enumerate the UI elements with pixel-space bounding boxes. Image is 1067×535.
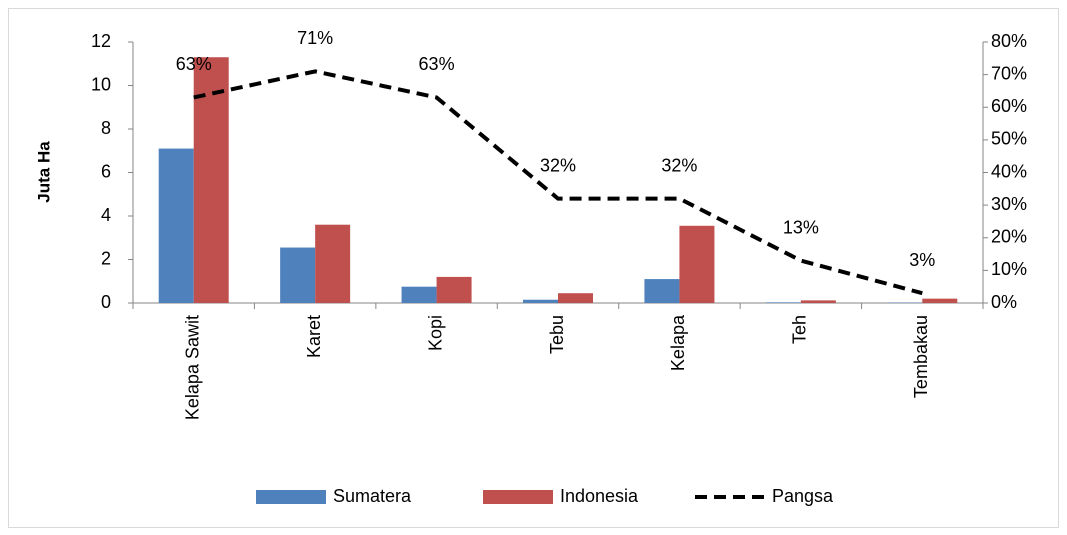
y-tick-label: 10 — [91, 74, 111, 94]
y2-tick-label: 60% — [991, 96, 1027, 116]
x-tick-label: Teh — [790, 315, 810, 344]
legend-swatch — [483, 490, 553, 504]
y2-tick-label: 70% — [991, 63, 1027, 83]
x-tick-label: Kelapa — [668, 314, 688, 371]
data-label: 63% — [176, 54, 212, 74]
y2-tick-label: 40% — [991, 161, 1027, 181]
legend-swatch — [256, 490, 326, 504]
chart-border — [8, 8, 1059, 528]
bar — [558, 293, 593, 303]
data-label: 71% — [297, 28, 333, 48]
y-tick-label: 8 — [101, 118, 111, 138]
y-tick-label: 0 — [101, 292, 111, 312]
y2-tick-label: 10% — [991, 259, 1027, 279]
x-tick-label: Kelapa Sawit — [182, 315, 202, 420]
y2-tick-label: 30% — [991, 194, 1027, 214]
bar — [193, 57, 229, 303]
bar — [401, 286, 437, 303]
bar — [158, 148, 194, 303]
x-tick-label: Tembakau — [911, 315, 931, 398]
bar — [523, 299, 558, 303]
legend-label: Indonesia — [560, 486, 639, 506]
y-axis-label: Juta Ha — [34, 141, 53, 203]
legend-label: Pangsa — [772, 486, 834, 506]
x-tick-label: Karet — [304, 315, 324, 358]
y2-tick-label: 50% — [991, 129, 1027, 149]
y2-tick-label: 0% — [991, 292, 1017, 312]
data-label: 3% — [909, 250, 935, 270]
x-tick-label: Tebu — [547, 315, 567, 354]
data-label: 13% — [783, 217, 819, 237]
bar — [765, 302, 801, 303]
bar — [644, 279, 680, 303]
y-tick-label: 4 — [101, 205, 111, 225]
y-tick-label: 12 — [91, 31, 111, 51]
bar — [679, 225, 715, 303]
data-label: 63% — [419, 54, 455, 74]
y2-tick-label: 80% — [991, 31, 1027, 51]
bar — [436, 276, 472, 303]
y2-tick-label: 20% — [991, 227, 1027, 247]
bar — [315, 224, 351, 303]
legend-label: Sumatera — [333, 486, 412, 506]
data-label: 32% — [540, 155, 576, 175]
data-label: 32% — [661, 155, 697, 175]
bar — [922, 298, 958, 303]
x-tick-label: Kopi — [425, 315, 445, 351]
bar — [280, 247, 316, 303]
y-tick-label: 6 — [101, 161, 111, 181]
line — [193, 69, 923, 296]
bar — [800, 300, 836, 303]
y-tick-label: 2 — [101, 248, 111, 268]
